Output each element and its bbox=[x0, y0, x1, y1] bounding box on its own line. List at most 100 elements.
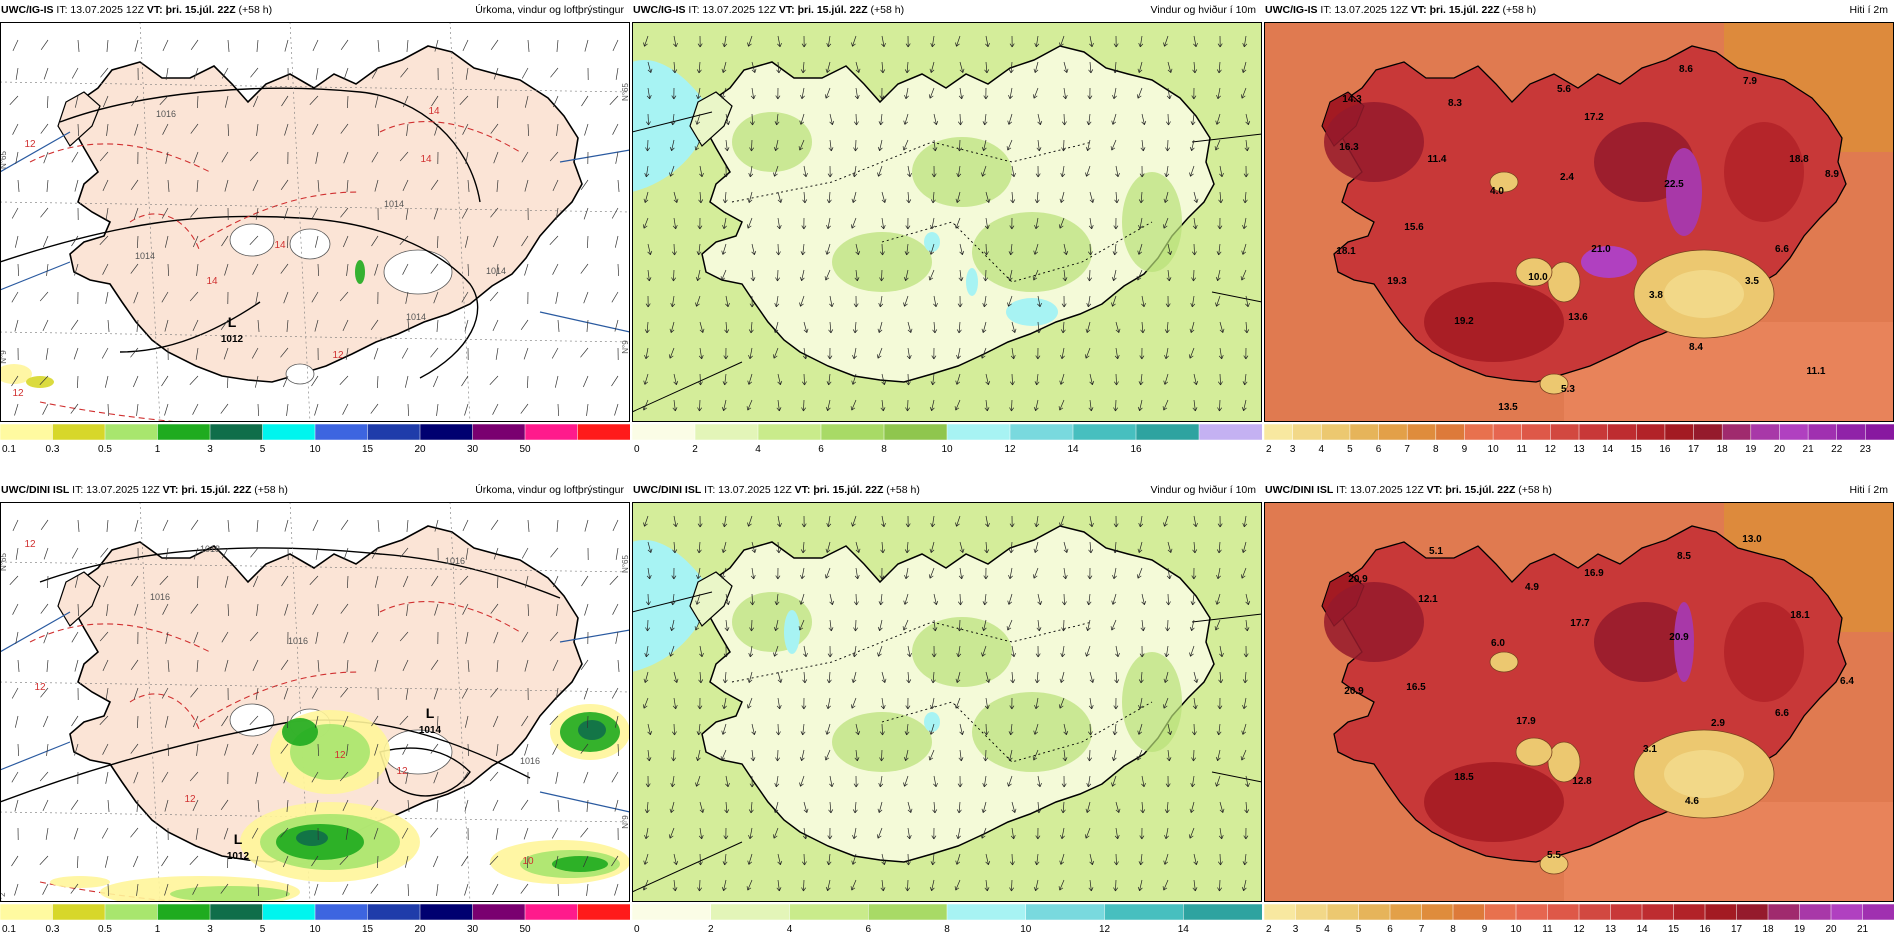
wind-arrow-head bbox=[904, 601, 909, 605]
precipitation-area bbox=[50, 876, 110, 888]
wind-arrow-head bbox=[1118, 808, 1121, 813]
wind-barb bbox=[401, 347, 409, 359]
temperature-value-label: 18.8 bbox=[1789, 154, 1809, 165]
panel-header: UWC/IG-IS IT: 13.07.2025 12Z VT: þri. 15… bbox=[632, 0, 1262, 20]
wind-arrow bbox=[725, 295, 729, 307]
wind-barb bbox=[492, 799, 499, 812]
wind-barb bbox=[433, 291, 439, 304]
wind-arrow-head bbox=[645, 601, 649, 606]
init-time: IT: 13.07.2025 12Z bbox=[56, 4, 144, 16]
valid-time: VT: þri. 15.júl. 22Z bbox=[778, 4, 868, 16]
wind-arrow-head bbox=[1007, 600, 1010, 605]
wind-arrow-head bbox=[929, 277, 934, 281]
wind-arrow bbox=[1241, 87, 1247, 99]
wind-arrow bbox=[699, 347, 703, 359]
map-label: 14 bbox=[428, 106, 440, 117]
temperature-map[interactable]: 13.0 8.5 5.1 16.9 20.9 4.9 12.1 18.1 17.7 20.9 6.0… bbox=[1264, 502, 1894, 902]
wind-arrow-head bbox=[1113, 523, 1117, 528]
wind-barb bbox=[317, 659, 320, 672]
wind-barb bbox=[254, 375, 259, 388]
wind-arrow-head bbox=[699, 809, 704, 813]
wind-barb bbox=[496, 263, 499, 276]
temperature-value-label: 13.6 bbox=[1568, 312, 1588, 323]
wind-arrow-head bbox=[1166, 653, 1170, 658]
wind-arrow bbox=[1139, 35, 1143, 47]
wind-arrow-head bbox=[1034, 224, 1037, 229]
wind-arrow-head bbox=[1244, 679, 1248, 684]
wind-arrow-head bbox=[903, 782, 905, 787]
wind-arrow-head bbox=[934, 329, 938, 334]
wind-barb bbox=[280, 179, 289, 191]
wind-arrow-head bbox=[1192, 121, 1196, 126]
wind-arrow-head bbox=[1245, 121, 1249, 125]
wind-arrow-head bbox=[1091, 705, 1094, 710]
temperature-value-label: 18.1 bbox=[1790, 610, 1810, 621]
wind-arrow-head bbox=[1013, 172, 1016, 177]
wind-barb bbox=[584, 39, 589, 52]
wind-arrow-head bbox=[1137, 406, 1140, 411]
wind-arrow-head bbox=[907, 653, 911, 658]
wind-arrow-head bbox=[854, 329, 858, 334]
wind-arrow bbox=[1114, 541, 1117, 553]
wind-arrow-head bbox=[1244, 523, 1248, 528]
wind-arrow bbox=[1115, 853, 1117, 866]
wind-barb bbox=[9, 95, 19, 106]
wind-barb bbox=[224, 575, 229, 588]
wind-barb bbox=[343, 67, 349, 80]
precip-map[interactable]: L101210161014101410141014141414141212121… bbox=[0, 22, 630, 422]
temperature-value-label: 11.4 bbox=[1428, 154, 1447, 165]
wind-arrow-head bbox=[646, 329, 650, 334]
wind-arrow bbox=[827, 697, 831, 709]
wind-arrow-head bbox=[754, 730, 757, 735]
wind-arrow-head bbox=[1034, 731, 1039, 735]
wind-barb bbox=[100, 547, 109, 558]
wind-arrow-head bbox=[932, 199, 936, 204]
colorbar-swatch bbox=[1578, 423, 1609, 441]
panel-title: Vindur og hviður í 10m bbox=[1150, 4, 1256, 16]
wind-arrow-head bbox=[803, 173, 807, 178]
wind-map[interactable] bbox=[632, 502, 1262, 902]
wind-barb bbox=[107, 319, 110, 332]
wind-arrow-head bbox=[929, 757, 934, 761]
wind-arrow-head bbox=[856, 121, 859, 126]
wind-barb bbox=[45, 347, 49, 360]
wind-arrow bbox=[777, 515, 781, 527]
wind-arrow-head bbox=[1139, 705, 1143, 710]
wind-arrow-head bbox=[960, 601, 963, 606]
wind-arrow-head bbox=[1190, 329, 1195, 333]
wind-arrow bbox=[751, 593, 753, 606]
cool-glacier-area bbox=[1539, 853, 1569, 875]
wind-arrow bbox=[1242, 723, 1247, 735]
wind-arrow-head bbox=[1245, 355, 1249, 360]
wind-arrow bbox=[1060, 853, 1065, 865]
wind-barb bbox=[220, 799, 229, 811]
wind-arrow bbox=[1011, 321, 1016, 333]
wind-arrow-head bbox=[851, 42, 853, 47]
colorbar-swatch bbox=[820, 423, 885, 441]
wind-arrow-head bbox=[1035, 705, 1039, 710]
wind-arrow-head bbox=[906, 731, 910, 736]
wind-barb bbox=[339, 771, 349, 782]
wind-barb bbox=[257, 799, 260, 812]
wind-arrow-head bbox=[776, 549, 780, 554]
colorbar-swatch bbox=[419, 423, 474, 441]
wind-arrow-head bbox=[721, 277, 726, 281]
wind-barb bbox=[221, 631, 229, 643]
iceland-landmass bbox=[69, 525, 583, 863]
wind-arrow-head bbox=[1010, 731, 1014, 736]
wind-arrow-head bbox=[776, 887, 780, 892]
wind-arrow-head bbox=[674, 251, 677, 256]
temperature-map[interactable]: 14.3 8.3 5.6 8.6 7.9 17.2 16.3 11.4 18.8 8.9 2.4 22… bbox=[1264, 22, 1894, 422]
wind-map[interactable] bbox=[632, 22, 1262, 422]
wind-barb bbox=[252, 263, 259, 275]
wind-arrow-head bbox=[698, 355, 702, 360]
wind-barb bbox=[464, 235, 469, 248]
wind-arrow-head bbox=[675, 225, 678, 230]
wind-arrow-head bbox=[825, 886, 828, 891]
wind-arrow-head bbox=[1218, 835, 1222, 840]
precip-map[interactable]: L 1012 L 1014 1016 1018 1016 1016 1016 12 12 12 12 12… bbox=[0, 502, 630, 902]
wind-arrow-head bbox=[750, 277, 754, 282]
wind-barb bbox=[374, 179, 379, 192]
wind-arrow-head bbox=[1007, 627, 1012, 631]
wind-arrow bbox=[724, 671, 727, 683]
